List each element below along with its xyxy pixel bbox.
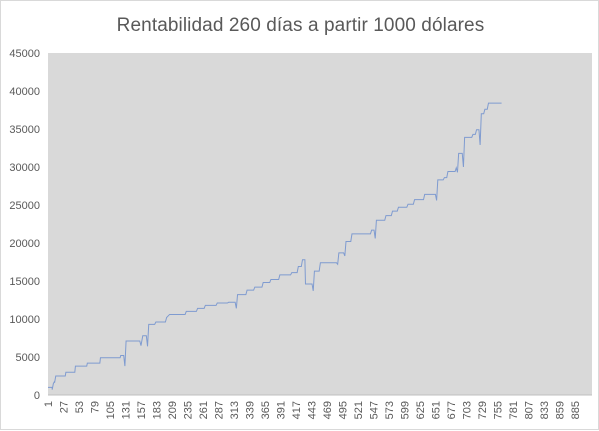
y-tick-label: 15000 [9, 276, 40, 288]
x-tick-label: 807 [523, 401, 535, 419]
chart-title: Rentabilidad 260 días a partir 1000 dóla… [116, 15, 485, 36]
x-tick-label: 391 [275, 401, 287, 419]
x-tick-label: 833 [539, 401, 551, 419]
y-tick-label: 0 [34, 390, 40, 402]
x-tick-label: 235 [182, 401, 194, 419]
x-tick-label: 703 [461, 401, 473, 419]
x-tick-label: 53 [74, 401, 86, 413]
x-tick-label: 651 [430, 401, 442, 419]
x-tick-label: 287 [213, 401, 225, 419]
plot-area [48, 53, 592, 395]
x-tick-label: 599 [399, 401, 411, 419]
x-tick-label: 495 [337, 401, 349, 419]
x-tick-label: 27 [58, 401, 70, 413]
y-tick-label: 45000 [9, 48, 40, 60]
x-tick-label: 313 [229, 401, 241, 419]
x-tick-label: 1 [43, 401, 55, 407]
x-tick-label: 469 [322, 401, 334, 419]
x-tick-label: 573 [384, 401, 396, 419]
x-tick-label: 105 [105, 401, 117, 419]
x-tick-label: 365 [260, 401, 272, 419]
y-tick-label: 20000 [9, 238, 40, 250]
x-tick-label: 209 [167, 401, 179, 419]
y-tick-label: 25000 [9, 200, 40, 212]
x-tick-label: 261 [198, 401, 210, 419]
x-tick-label: 443 [306, 401, 318, 419]
x-axis: 1 27 53 79 105 131 157 183 209 235 261 287 313 339 365… [43, 394, 592, 419]
y-tick-label: 40000 [9, 86, 40, 98]
y-tick-label: 10000 [9, 314, 40, 326]
y-tick-label: 5000 [16, 352, 40, 364]
series-line [48, 102, 502, 390]
y-axis: 0 5000 10000 15000 20000 25000 30000 35000 40000… [9, 48, 40, 402]
x-tick-label: 547 [368, 401, 380, 419]
y-tick-label: 30000 [9, 162, 40, 174]
x-tick-label: 625 [415, 401, 427, 419]
x-tick-label: 781 [508, 401, 520, 419]
series-layer [48, 102, 502, 390]
x-tick-label: 417 [291, 401, 303, 419]
x-tick-label: 677 [446, 401, 458, 419]
x-tick-label: 183 [151, 401, 163, 419]
y-tick-label: 35000 [9, 124, 40, 136]
x-tick-label: 729 [477, 401, 489, 419]
x-tick-label: 859 [554, 401, 566, 419]
x-tick-label: 131 [120, 401, 132, 419]
x-tick-label: 79 [89, 401, 101, 413]
x-tick-label: 339 [244, 401, 256, 419]
x-tick-label: 885 [570, 401, 582, 419]
x-tick-label: 521 [353, 401, 365, 419]
x-tick-label: 157 [136, 401, 148, 419]
x-tick-label: 755 [492, 401, 504, 419]
